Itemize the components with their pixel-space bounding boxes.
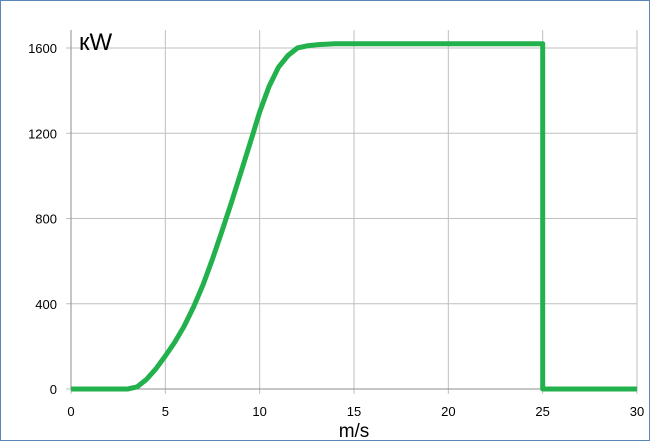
grid [70, 30, 638, 390]
y-tick-label: 1600 [28, 41, 57, 56]
series-layer [71, 41, 637, 392]
x-tick-label: 15 [347, 404, 361, 419]
y-tick-label: 1200 [28, 126, 57, 141]
x-tick-label: 0 [67, 404, 74, 419]
x-tick-label: 25 [535, 404, 549, 419]
y-tick-label: 0 [50, 382, 57, 397]
x-tick-label: 5 [162, 404, 169, 419]
y-tick-label: 400 [35, 297, 57, 312]
axes [66, 30, 638, 394]
x-tick-label: 20 [441, 404, 455, 419]
x-axis-label: m/s [339, 421, 370, 441]
tick-labels: 0 5 10 15 20 25 30 0 400 800 1200 1600 [28, 41, 644, 419]
power-curve-line [71, 41, 637, 392]
x-tick-label: 10 [252, 404, 266, 419]
y-tick-label: 800 [35, 212, 57, 227]
x-tick-label: 30 [630, 404, 644, 419]
y-axis-label: кW [79, 29, 113, 56]
